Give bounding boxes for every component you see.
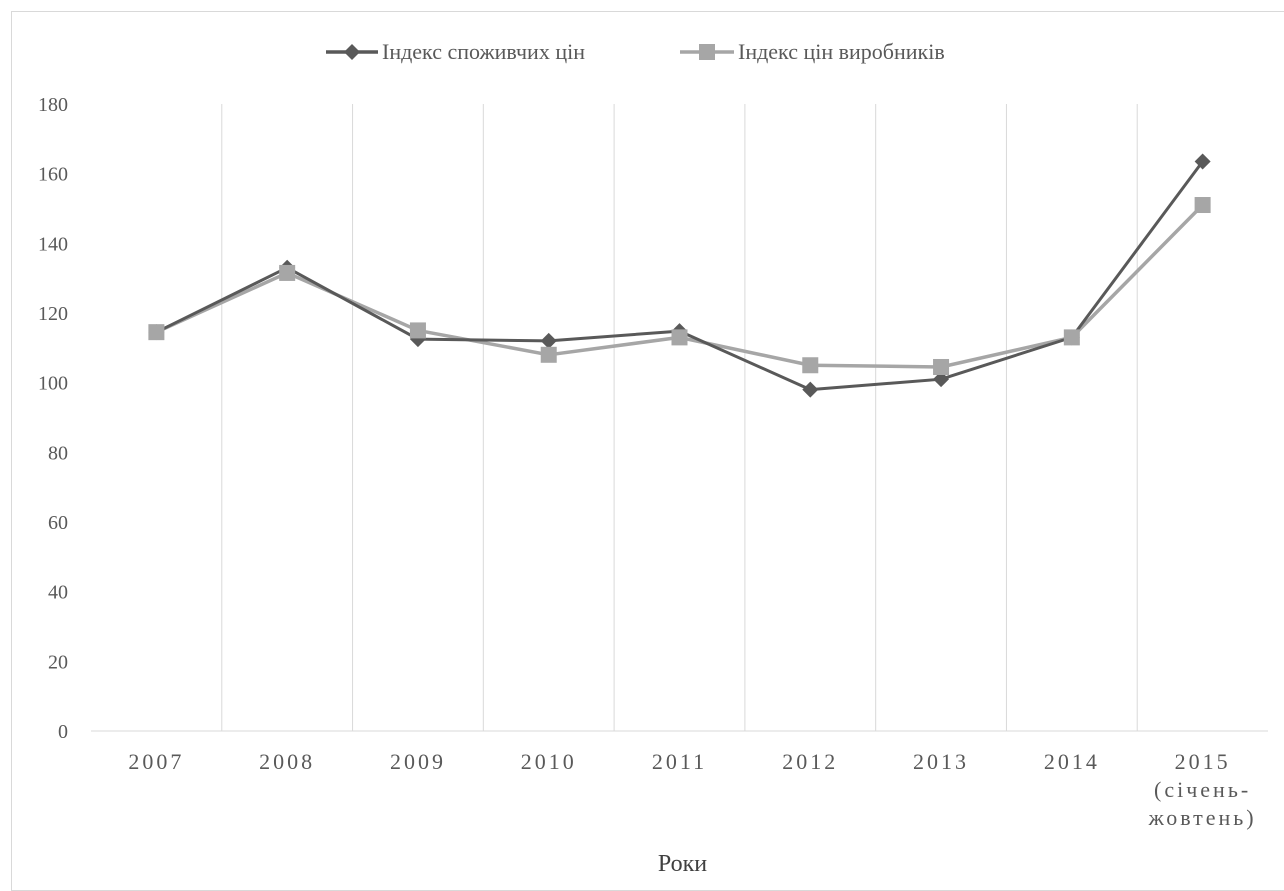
y-tick-label: 160: [38, 164, 68, 186]
data-point-ppi: [1194, 197, 1211, 214]
x-tick-label: 2014: [1044, 749, 1100, 774]
y-tick-label: 120: [38, 303, 68, 325]
x-tick-label: 2008: [259, 749, 315, 774]
data-point-cpi: [1194, 153, 1211, 170]
x-tick-label: жовтень): [1148, 805, 1257, 830]
x-tick-label: 2012: [782, 749, 838, 774]
data-point-ppi: [279, 264, 296, 281]
data-point-ppi: [1063, 329, 1080, 346]
x-tick-label: 2011: [652, 749, 707, 774]
x-tick-label: 2007: [128, 749, 184, 774]
data-point-cpi: [802, 381, 819, 398]
legend-marker-cpi: [344, 44, 360, 60]
x-tick-label: 2010: [521, 749, 577, 774]
data-point-ppi: [933, 358, 950, 375]
legend-label: Індекс цін виробників: [738, 39, 945, 64]
data-point-ppi: [409, 322, 426, 339]
data-point-cpi: [540, 332, 557, 349]
data-point-ppi: [148, 324, 165, 341]
y-tick-label: 40: [48, 582, 68, 604]
x-tick-label: (січень-: [1154, 777, 1251, 802]
data-point-cpi: [933, 371, 950, 388]
legend-marker-ppi: [699, 44, 715, 60]
y-tick-label: 140: [38, 233, 68, 255]
data-point-ppi: [802, 357, 819, 374]
y-tick-label: 80: [48, 442, 68, 464]
y-tick-label: 100: [38, 373, 68, 395]
x-tick-label: 2009: [390, 749, 446, 774]
x-tick-label: 2015: [1175, 749, 1231, 774]
y-tick-label: 0: [58, 721, 68, 743]
data-point-ppi: [540, 346, 557, 363]
chart-border: [11, 11, 1284, 891]
y-tick-label: 60: [48, 512, 68, 534]
data-point-ppi: [671, 329, 688, 346]
x-tick-label: 2013: [913, 749, 969, 774]
y-tick-label: 180: [38, 94, 68, 116]
x-axis-title: Роки: [658, 851, 707, 874]
y-tick-label: 20: [48, 651, 68, 673]
legend-label: Індекс споживчих цін: [382, 39, 585, 64]
